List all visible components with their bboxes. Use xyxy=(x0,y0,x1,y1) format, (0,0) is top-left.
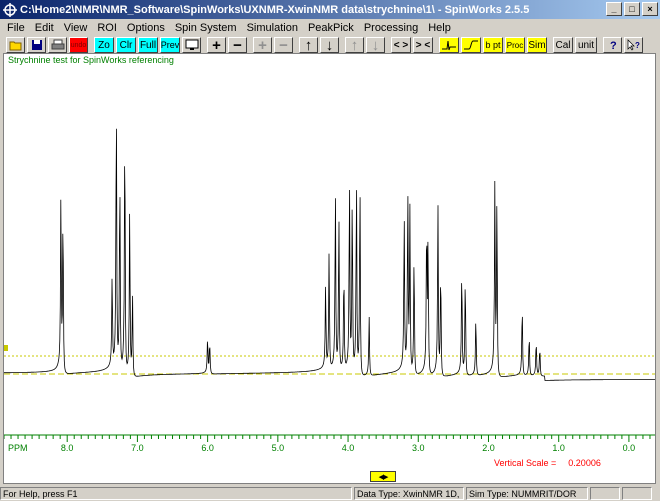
undo-button[interactable]: undo xyxy=(69,37,88,53)
menu-options[interactable]: Options xyxy=(126,22,165,34)
status-cell-empty-1 xyxy=(590,487,620,500)
scale-down-disabled-button[interactable]: ↓ xyxy=(366,37,385,53)
increase-disabled-button[interactable]: + xyxy=(253,37,272,53)
maximize-button[interactable]: □ xyxy=(624,2,640,16)
phase-icon xyxy=(442,40,456,51)
ppm-tick-label: 6.0 xyxy=(201,443,214,453)
scroll-right-icon[interactable]: ▶ xyxy=(383,473,388,481)
menu-help[interactable]: Help xyxy=(428,22,451,34)
increase-button[interactable]: + xyxy=(207,37,226,53)
spectrum-display[interactable]: Strychnine test for SpinWorks referencin… xyxy=(3,53,656,484)
integrate-button[interactable] xyxy=(461,37,481,53)
context-help-button[interactable]: ? xyxy=(624,37,643,53)
ppm-tick-label: 4.0 xyxy=(341,443,355,453)
title-bar[interactable]: C:\Home2\NMR\NMR_Software\SpinWorks\UXNM… xyxy=(0,0,660,19)
menu-bar: File Edit View ROI Options Spin System S… xyxy=(0,19,660,37)
ppm-axis-ticks xyxy=(4,435,651,442)
window-title: C:\Home2\NMR\NMR_Software\SpinWorks\UXNM… xyxy=(20,3,530,16)
scale-up-disabled-button[interactable]: ↑ xyxy=(345,37,364,53)
unit-button[interactable]: unit xyxy=(575,37,597,53)
vertical-scale-label: Vertical Scale = xyxy=(494,458,557,468)
svg-text:?: ? xyxy=(635,41,640,50)
ppm-tick-label: 5.0 xyxy=(271,443,285,453)
status-sim-type: Sim Type: NUMMRIT/DOR xyxy=(466,487,588,500)
ppm-tick-label: 0.0 xyxy=(622,443,636,453)
simulate-button[interactable]: Sim xyxy=(527,37,547,53)
expand-display-button[interactable] xyxy=(182,37,201,53)
print-button[interactable] xyxy=(48,37,67,53)
prev-button[interactable]: Prev xyxy=(160,37,180,53)
cursor-marker xyxy=(4,345,8,351)
minimize-button[interactable]: _ xyxy=(606,2,622,16)
full-button[interactable]: Full xyxy=(138,37,158,53)
window-controls: _ □ × xyxy=(604,2,658,16)
phase-button[interactable] xyxy=(439,37,459,53)
decrease-disabled-button[interactable]: − xyxy=(274,37,293,53)
status-bar: For Help, press F1 Data Type: XwinNMR 1D… xyxy=(0,486,660,501)
menu-file[interactable]: File xyxy=(7,22,25,34)
horizontal-scroll-control[interactable]: ◀ ▶ xyxy=(370,471,396,482)
help-button[interactable]: ? xyxy=(603,37,622,53)
menu-processing[interactable]: Processing xyxy=(363,22,419,34)
scale-up-button[interactable]: ↑ xyxy=(299,37,318,53)
monitor-icon xyxy=(185,39,198,50)
floppy-disk-icon xyxy=(31,40,42,50)
calibrate-button[interactable]: Cal xyxy=(553,37,573,53)
expand-horizontal-button[interactable]: < > xyxy=(391,37,411,53)
save-button[interactable] xyxy=(27,37,46,53)
ppm-tick-label: 3.0 xyxy=(412,443,425,453)
close-button[interactable]: × xyxy=(642,2,658,16)
status-data-type: Data Type: XwinNMR 1D, xyxy=(354,487,464,500)
ppm-tick-label: 8.0 xyxy=(60,443,74,453)
app-icon xyxy=(3,2,17,17)
ppm-tick-label: 2.0 xyxy=(482,443,495,453)
spectrum-title: Strychnine test for SpinWorks referencin… xyxy=(8,55,174,65)
svg-text:?: ? xyxy=(610,40,617,51)
zoom-button[interactable]: Zo xyxy=(94,37,114,53)
scroll-left-icon[interactable]: ◀ xyxy=(378,473,384,481)
process-button[interactable]: Proc xyxy=(505,37,525,53)
context-help-icon: ? xyxy=(627,39,640,51)
ppm-tick-label: 7.0 xyxy=(131,443,144,453)
ppm-axis-label: PPM xyxy=(8,443,28,453)
clear-button[interactable]: Clr xyxy=(116,37,136,53)
compress-horizontal-button[interactable]: > < xyxy=(413,37,433,53)
status-help: For Help, press F1 xyxy=(0,487,352,500)
spectrum-trace xyxy=(4,128,655,381)
ppm-tick-label: 1.0 xyxy=(552,443,565,453)
decrease-button[interactable]: − xyxy=(228,37,247,53)
menu-view[interactable]: View xyxy=(63,22,88,34)
menu-simulation[interactable]: Simulation xyxy=(246,22,298,34)
menu-spin-system[interactable]: Spin System xyxy=(174,22,237,34)
menu-roi[interactable]: ROI xyxy=(97,22,117,34)
menu-peakpick[interactable]: PeakPick xyxy=(307,22,354,34)
open-button[interactable] xyxy=(6,37,25,53)
vertical-scale-value: 0.20006 xyxy=(568,458,601,468)
scale-down-button[interactable]: ↓ xyxy=(320,37,339,53)
spectrum-plot[interactable] xyxy=(4,54,656,484)
baseline-point-button[interactable]: b pt xyxy=(483,37,503,53)
menu-edit[interactable]: Edit xyxy=(34,22,54,34)
status-cell-empty-2 xyxy=(622,487,652,500)
vertical-scale-readout: Vertical Scale = 0.20006 xyxy=(494,458,601,468)
open-folder-icon xyxy=(9,41,21,51)
integral-icon xyxy=(464,40,478,50)
toolbar: undo Zo Clr Full Prev + − + − ↑ ↓ ↑ ↓ < … xyxy=(0,37,660,53)
question-icon: ? xyxy=(610,40,617,51)
printer-icon xyxy=(51,39,64,50)
